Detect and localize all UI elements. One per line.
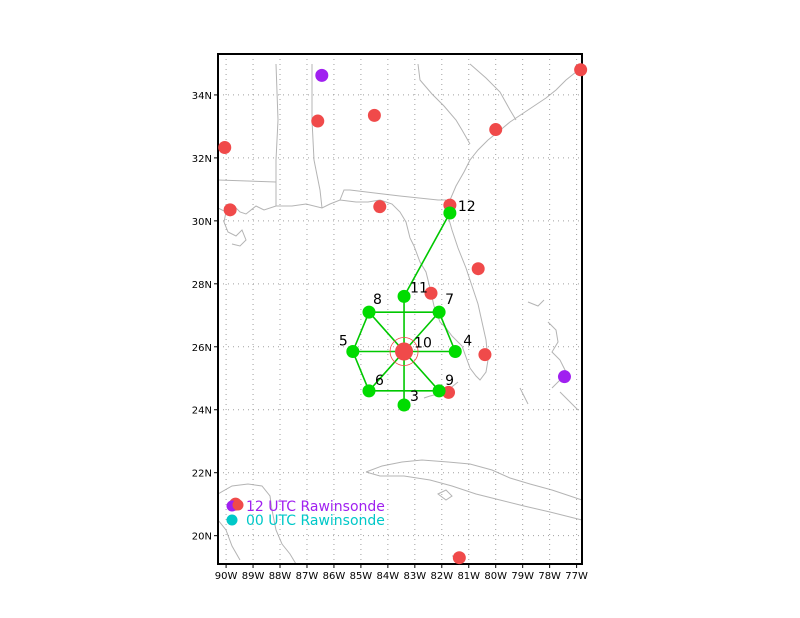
rawinsonde-12utc-marker: [315, 68, 329, 82]
legend: 12 UTC Rawinsonde 00 UTC Rawinsonde: [226, 499, 385, 529]
rawinsonde-site-marker: [478, 348, 492, 362]
legend-12utc-label: 12 UTC Rawinsonde: [246, 499, 385, 515]
dropsonde-marker: [362, 305, 376, 319]
dropsonde-marker: [397, 289, 411, 303]
lat-tick-label: 26N: [192, 343, 212, 354]
rawinsonde-site-marker: [452, 551, 466, 565]
dropsonde-label: 12: [458, 199, 476, 215]
lon-tick-label: 83W: [404, 571, 427, 582]
dropsonde-label: 9: [445, 373, 454, 389]
track-segment: [352, 311, 370, 352]
center-point-label: 10: [414, 336, 432, 352]
lon-tick-label: 77W: [565, 571, 588, 582]
lon-tick-label: 90W: [215, 571, 238, 582]
dropsonde-label: 7: [445, 292, 454, 308]
lat-tick-label: 28N: [192, 280, 212, 291]
rawinsonde-site-marker: [489, 123, 503, 137]
lon-tick-label: 80W: [484, 571, 507, 582]
rawinsonde-site-marker: [311, 114, 325, 128]
dropsonde-marker: [432, 384, 446, 398]
coastlines: [218, 63, 582, 564]
center-ring: [389, 337, 419, 366]
rawinsonde-site-marker: [367, 108, 381, 122]
lat-tick-label: 24N: [192, 406, 212, 417]
lat-tick-label: 20N: [192, 532, 212, 543]
lon-tick-label: 89W: [242, 571, 265, 582]
dropsonde-label: 5: [339, 334, 348, 350]
dropsonde-label: 6: [375, 373, 384, 389]
lon-tick-label: 86W: [323, 571, 346, 582]
dropsonde-label: 8: [373, 292, 382, 308]
dropsonde-marker: [397, 398, 411, 412]
rawinsonde-site-marker: [471, 262, 485, 276]
dropsonde-label: 3: [410, 389, 419, 405]
lon-tick-label: 81W: [457, 571, 480, 582]
dropsonde-label: 4: [463, 334, 472, 350]
dropsonde-marker: [432, 305, 446, 319]
latitude-ticks: 20N 22N 24N 26N 28N 30N 32N 34N: [192, 91, 218, 543]
lon-tick-label: 84W: [377, 571, 400, 582]
dropsonde-marker: [448, 345, 462, 358]
lat-tick-label: 32N: [192, 154, 212, 165]
rawinsonde-12utc-marker: [557, 370, 571, 384]
rawinsonde-site-marker: [223, 203, 237, 217]
legend-mixed-marker: [232, 499, 244, 511]
lat-tick-label: 34N: [192, 91, 212, 102]
lon-tick-label: 85W: [350, 571, 373, 582]
track-segment: [438, 311, 457, 352]
map-frame: [217, 53, 583, 565]
lon-tick-label: 79W: [511, 571, 534, 582]
lon-tick-label: 78W: [538, 571, 561, 582]
lon-tick-label: 82W: [430, 571, 453, 582]
longitude-ticks: 90W 89W 88W 87W 86W 85W 84W 83W 82W 81W 80W 79W 78W 7…: [215, 564, 588, 582]
dropsonde-label: 11: [410, 280, 428, 296]
legend-00utc-label: 00 UTC Rawinsonde: [246, 513, 385, 529]
center-point-marker: [395, 342, 414, 361]
rawinsonde-site-marker: [373, 200, 387, 214]
legend-00utc-marker: [226, 514, 238, 526]
track-segment: [352, 351, 370, 392]
lon-tick-label: 87W: [296, 571, 319, 582]
dropsonde-marker: [443, 206, 457, 220]
rawinsonde-site-marker: [574, 63, 588, 77]
lat-tick-label: 30N: [192, 217, 212, 228]
rawinsonde-site-marker: [218, 141, 232, 154]
track-segment: [403, 212, 451, 297]
dropsonde-points: 3 4 5 7 8 6 9 11 12 10: [339, 199, 476, 412]
lat-tick-label: 22N: [192, 469, 212, 480]
dropsonde-marker: [346, 345, 360, 358]
plot-background: [218, 54, 582, 564]
rawinsonde-site-marker: [424, 286, 438, 300]
dropsonde-marker: [362, 384, 376, 398]
graticule: [218, 54, 582, 564]
lon-tick-label: 88W: [269, 571, 292, 582]
